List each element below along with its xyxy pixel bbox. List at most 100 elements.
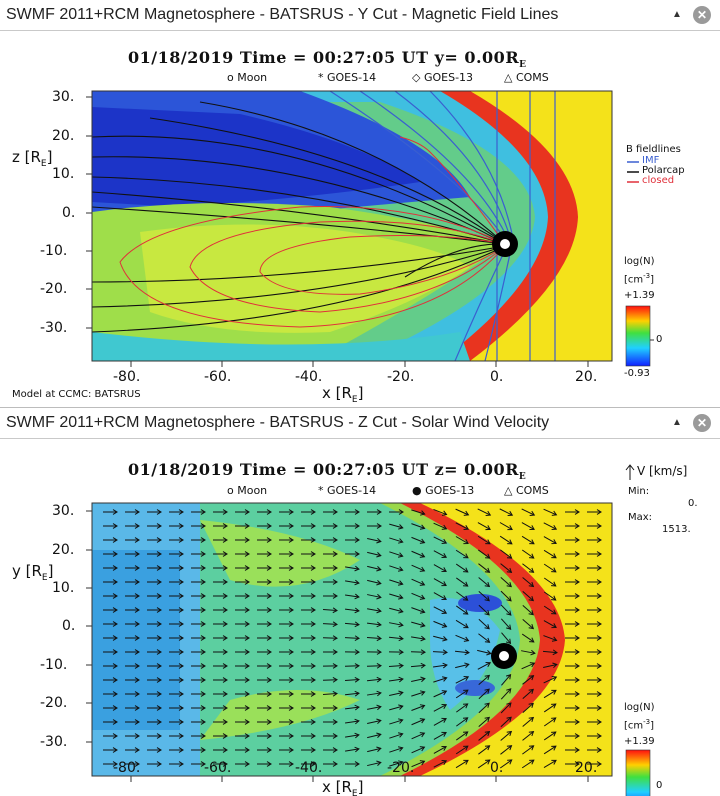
- x-tick: -40.: [295, 369, 323, 385]
- velocity-arrow: [542, 650, 558, 654]
- velocity-arrow-head: [506, 567, 513, 574]
- velocity-arrow-head: [200, 579, 206, 585]
- velocity-arrow-head: [310, 621, 316, 627]
- close-icon[interactable]: ✕: [693, 414, 711, 432]
- velocity-arrow: [478, 618, 490, 630]
- velocity-arrow-head: [332, 579, 338, 585]
- velocity-arrow-head: [134, 593, 140, 599]
- velocity-arrow-head: [506, 596, 512, 602]
- velocity-arrow-head: [310, 733, 316, 739]
- velocity-arrow: [367, 579, 381, 585]
- velocity-arrow: [345, 748, 359, 752]
- velocity-arrow-head: [376, 676, 382, 683]
- velocity-arrow-head: [288, 761, 294, 767]
- velocity-arrow-head: [310, 509, 316, 515]
- velocity-arrow-head: [419, 566, 426, 572]
- velocity-arrow: [543, 577, 557, 587]
- velocity-arrow-head: [266, 523, 272, 529]
- velocity-arrow-head: [222, 537, 228, 543]
- velocity-arrow-head: [506, 716, 512, 722]
- velocity-arrow-head: [354, 761, 360, 767]
- velocity-arrow-head: [354, 607, 360, 614]
- velocity-arrow-head: [529, 539, 535, 545]
- velocity-arrow: [521, 662, 535, 670]
- velocity-arrow-head: [551, 731, 557, 737]
- velocity-arrow-head: [376, 732, 382, 739]
- x-tick: -60.: [204, 760, 232, 776]
- velocity-arrow-head: [419, 594, 426, 600]
- velocity-arrow-head: [134, 649, 140, 655]
- velocity-arrow-head: [419, 704, 426, 710]
- velocity-arrow: [411, 636, 425, 640]
- chevron-up-icon[interactable]: ▲: [672, 9, 682, 20]
- plot-area: 01/18/2019 Time = 00:27:05 UT y= 0.00RE …: [0, 32, 720, 408]
- velocity-arrow: [478, 577, 490, 587]
- velocity-arrow: [366, 636, 382, 640]
- velocity-arrow-head: [574, 551, 580, 557]
- velocity-arrow-head: [462, 581, 469, 587]
- colorbar-mid: 0: [656, 780, 663, 791]
- velocity-arrow: [433, 635, 447, 641]
- velocity-arrow-head: [244, 635, 250, 641]
- velocity-arrow-head: [574, 593, 580, 599]
- colorbar-max: +1.39: [624, 290, 655, 301]
- velocity-arrow-head: [441, 581, 447, 587]
- velocity-arrow-head: [596, 593, 602, 599]
- velocity-arrow-head: [134, 523, 140, 529]
- velocity-arrow-head: [178, 649, 184, 655]
- velocity-arrow: [478, 688, 490, 700]
- velocity-arrow-head: [134, 691, 140, 697]
- velocity-arrow-head: [222, 593, 228, 599]
- velocity-arrow-head: [244, 621, 250, 627]
- velocity-arrow-head: [376, 509, 382, 515]
- velocity-arrow: [433, 664, 447, 668]
- chevron-up-icon[interactable]: ▲: [672, 417, 682, 428]
- velocity-arrow-head: [441, 690, 448, 696]
- velocity-arrow-head: [178, 565, 184, 571]
- velocity-arrow-head: [156, 691, 162, 697]
- velocity-arrow-head: [398, 704, 404, 710]
- sat-legend-goes13: ● GOES-13: [412, 484, 475, 497]
- velocity-arrow: [411, 607, 425, 613]
- velocity-arrow-head: [200, 663, 206, 669]
- colorbar-mid: 0: [656, 334, 663, 345]
- velocity-arrow-head: [310, 607, 316, 613]
- velocity-arrow-head: [288, 747, 294, 753]
- velocity-arrow-head: [310, 593, 316, 599]
- velocity-arrow: [455, 522, 469, 530]
- velocity-arrow: [389, 705, 403, 711]
- velocity-arrow: [389, 579, 403, 585]
- velocity-arrow-head: [420, 649, 426, 655]
- x-tick: 20.: [575, 369, 598, 385]
- velocity-arrow-head: [528, 731, 535, 737]
- velocity-arrow-head: [266, 565, 272, 571]
- velocity-arrow-head: [419, 760, 426, 766]
- velocity-arrow-head: [505, 673, 512, 680]
- sat-legend-coms: △ COMS: [504, 71, 549, 84]
- velocity-arrow: [322, 623, 338, 625]
- velocity-arrow: [389, 733, 403, 739]
- velocity-arrow-head: [332, 649, 338, 655]
- velocity-arrow-head: [332, 509, 338, 515]
- velocity-arrow-head: [574, 733, 580, 739]
- velocity-arrow-head: [596, 635, 602, 641]
- velocity-arrow-head: [222, 761, 228, 767]
- velocity-arrow-head: [462, 595, 469, 601]
- velocity-arrow-head: [552, 649, 558, 656]
- close-icon[interactable]: ✕: [693, 6, 711, 24]
- velocity-arrow: [478, 604, 490, 616]
- velocity-arrow-head: [266, 635, 272, 641]
- velocity-arrow-head: [288, 677, 294, 683]
- velocity-arrow-head: [463, 609, 469, 615]
- velocity-arrow-head: [200, 537, 206, 543]
- velocity-arrow-head: [112, 677, 118, 683]
- velocity-arrow-head: [156, 761, 162, 767]
- velocity-arrow-head: [398, 608, 404, 614]
- velocity-arrow: [522, 702, 534, 714]
- velocity-arrow-head: [266, 705, 272, 711]
- velocity-arrow-head: [551, 689, 557, 695]
- velocity-arrow-head: [200, 649, 206, 655]
- velocity-arrow-head: [288, 537, 294, 543]
- velocity-arrow-head: [310, 635, 316, 641]
- velocity-arrow-head: [463, 567, 469, 573]
